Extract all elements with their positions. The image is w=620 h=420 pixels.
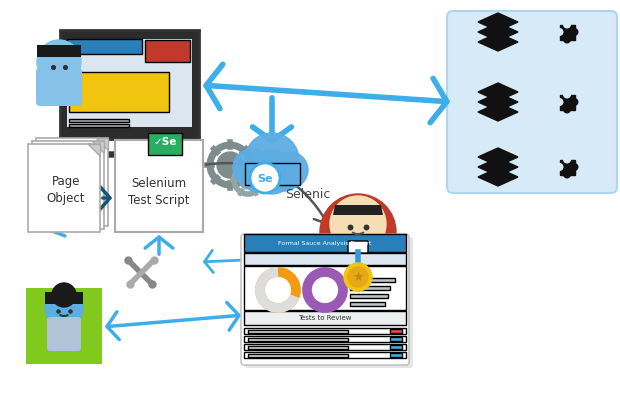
FancyBboxPatch shape: [244, 344, 406, 350]
Circle shape: [242, 160, 274, 192]
FancyBboxPatch shape: [390, 345, 402, 349]
Text: Selenium
Test Script: Selenium Test Script: [128, 177, 190, 207]
Polygon shape: [478, 83, 518, 101]
FancyBboxPatch shape: [248, 338, 348, 341]
Circle shape: [320, 194, 396, 270]
Circle shape: [556, 99, 563, 105]
FancyBboxPatch shape: [348, 241, 368, 253]
FancyBboxPatch shape: [60, 30, 199, 139]
Circle shape: [571, 29, 578, 35]
FancyBboxPatch shape: [350, 278, 395, 282]
Circle shape: [564, 156, 570, 163]
Polygon shape: [37, 45, 81, 57]
Text: ✓Se: ✓Se: [153, 137, 177, 147]
FancyBboxPatch shape: [67, 39, 192, 127]
FancyBboxPatch shape: [241, 234, 409, 365]
Text: Se: Se: [257, 174, 273, 184]
FancyBboxPatch shape: [559, 160, 575, 174]
FancyBboxPatch shape: [145, 40, 190, 62]
Circle shape: [37, 40, 81, 84]
FancyBboxPatch shape: [390, 329, 402, 333]
Polygon shape: [118, 137, 140, 152]
Circle shape: [344, 263, 372, 291]
Circle shape: [233, 149, 271, 187]
FancyBboxPatch shape: [559, 24, 575, 39]
FancyBboxPatch shape: [244, 328, 406, 334]
Text: Page
Object: Page Object: [46, 175, 86, 205]
FancyBboxPatch shape: [69, 72, 169, 112]
Circle shape: [564, 91, 570, 98]
Polygon shape: [478, 33, 518, 51]
Text: Selenic: Selenic: [285, 187, 330, 200]
FancyBboxPatch shape: [248, 354, 348, 357]
Polygon shape: [88, 144, 100, 156]
FancyBboxPatch shape: [28, 144, 100, 232]
Circle shape: [348, 267, 368, 287]
Circle shape: [272, 152, 308, 188]
FancyBboxPatch shape: [390, 353, 402, 357]
Circle shape: [564, 21, 570, 28]
FancyBboxPatch shape: [244, 266, 406, 310]
FancyBboxPatch shape: [69, 119, 129, 122]
Polygon shape: [478, 148, 518, 166]
Polygon shape: [478, 103, 518, 121]
Circle shape: [239, 171, 257, 189]
FancyBboxPatch shape: [47, 317, 81, 351]
Circle shape: [564, 171, 570, 178]
FancyBboxPatch shape: [245, 237, 413, 368]
Polygon shape: [478, 93, 518, 111]
Circle shape: [245, 133, 299, 187]
FancyBboxPatch shape: [447, 11, 617, 193]
FancyBboxPatch shape: [350, 286, 390, 290]
Polygon shape: [478, 158, 518, 176]
Polygon shape: [478, 23, 518, 41]
Text: ★: ★: [352, 270, 363, 284]
FancyBboxPatch shape: [32, 141, 104, 229]
Polygon shape: [45, 292, 83, 304]
FancyBboxPatch shape: [69, 124, 129, 127]
Circle shape: [564, 106, 570, 113]
FancyBboxPatch shape: [244, 253, 406, 265]
FancyBboxPatch shape: [390, 337, 402, 341]
Polygon shape: [478, 13, 518, 31]
Circle shape: [270, 161, 300, 191]
FancyBboxPatch shape: [244, 352, 406, 358]
FancyBboxPatch shape: [350, 294, 388, 298]
Circle shape: [217, 152, 243, 178]
Circle shape: [330, 196, 386, 252]
Polygon shape: [478, 168, 518, 186]
FancyBboxPatch shape: [244, 336, 406, 342]
FancyBboxPatch shape: [26, 288, 102, 364]
FancyBboxPatch shape: [67, 39, 142, 54]
FancyBboxPatch shape: [350, 302, 385, 306]
FancyBboxPatch shape: [115, 140, 203, 232]
FancyBboxPatch shape: [559, 94, 575, 110]
FancyBboxPatch shape: [244, 234, 406, 252]
Circle shape: [556, 29, 563, 35]
FancyBboxPatch shape: [36, 68, 82, 106]
Circle shape: [571, 164, 578, 170]
Polygon shape: [96, 138, 108, 150]
Circle shape: [571, 99, 578, 105]
Circle shape: [52, 283, 76, 307]
Circle shape: [250, 163, 280, 193]
Text: Formal Sauce Analysis Report: Formal Sauce Analysis Report: [278, 241, 371, 246]
Polygon shape: [105, 152, 150, 157]
FancyBboxPatch shape: [245, 163, 300, 185]
FancyBboxPatch shape: [248, 346, 348, 349]
Circle shape: [564, 36, 570, 43]
FancyBboxPatch shape: [36, 138, 108, 226]
Text: Tests to Review: Tests to Review: [298, 315, 352, 321]
FancyBboxPatch shape: [244, 311, 406, 325]
Circle shape: [250, 150, 294, 194]
Polygon shape: [92, 141, 104, 153]
FancyBboxPatch shape: [248, 330, 348, 333]
Circle shape: [556, 164, 563, 170]
FancyBboxPatch shape: [148, 133, 182, 155]
Circle shape: [45, 289, 83, 327]
Polygon shape: [333, 205, 383, 215]
